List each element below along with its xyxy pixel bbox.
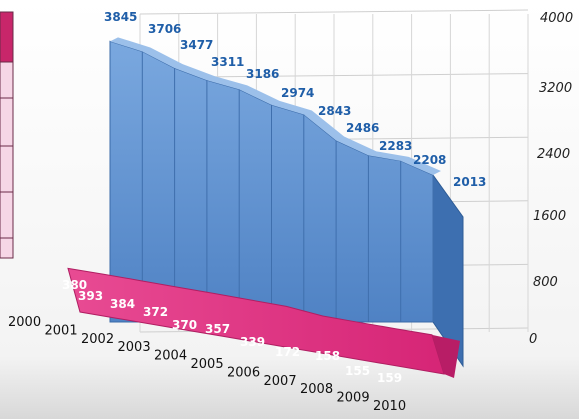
x-tick-label: 2005 [191,357,224,372]
series-blue [109,37,464,368]
y-tick-label: 3200 [539,81,572,96]
blue-data-label: 3477 [180,38,213,52]
blue-data-label: 2974 [281,86,314,100]
blue-data-label: 3706 [148,22,181,36]
blue-data-label: 2013 [453,175,486,189]
pink-data-label: 158 [315,349,340,363]
series-blue-top [110,37,441,176]
blue-data-label: 2208 [413,153,446,167]
x-tick-label: 2002 [81,332,114,347]
side-legend [0,11,14,259]
x-tick-label: 2006 [227,365,260,380]
blue-data-label: 3845 [104,10,137,24]
pink-data-label: 172 [275,345,300,359]
pink-data-label: 357 [205,322,230,336]
x-tick-label: 2001 [45,323,78,338]
blue-data-label: 2843 [318,104,351,118]
side-legend-row [0,191,14,239]
pink-data-label: 339 [240,335,265,349]
side-legend-row [0,237,14,259]
x-tick-label: 2010 [373,399,406,414]
pink-data-label: 370 [172,318,197,332]
y-tick-label: 4000 [540,11,573,26]
pink-data-label: 372 [143,305,168,319]
side-legend-row [0,97,14,147]
pink-data-label: 380 [62,278,87,292]
series-pink [67,267,460,378]
x-tick-label: 2004 [154,349,187,364]
x-tick-label: 2000 [8,315,41,330]
y-tick-label: 1600 [533,209,566,224]
pink-data-label: 384 [110,297,135,311]
x-tick-label: 2007 [264,374,297,389]
pink-data-label: 159 [377,371,402,385]
side-legend-row [0,61,14,99]
pink-data-label: 393 [78,289,103,303]
side-legend-row [0,145,14,193]
x-tick-label: 2008 [300,382,333,397]
blue-data-label: 3186 [246,67,279,81]
grid-line [139,9,529,15]
y-axis: 0 800 1600 2400 3200 4000 [529,11,573,347]
blue-data-label: 2486 [346,121,379,135]
x-tick-label: 2009 [337,391,370,406]
blue-data-label: 2283 [379,139,412,153]
y-tick-label: 0 [529,332,537,347]
blue-data-label: 3311 [211,55,244,69]
y-tick-label: 800 [533,275,558,290]
pink-data-label: 155 [345,364,370,378]
side-legend-header [0,11,14,63]
series-pink-side [432,334,460,378]
y-tick-label: 2400 [537,147,570,162]
x-tick-label: 2003 [118,340,151,355]
